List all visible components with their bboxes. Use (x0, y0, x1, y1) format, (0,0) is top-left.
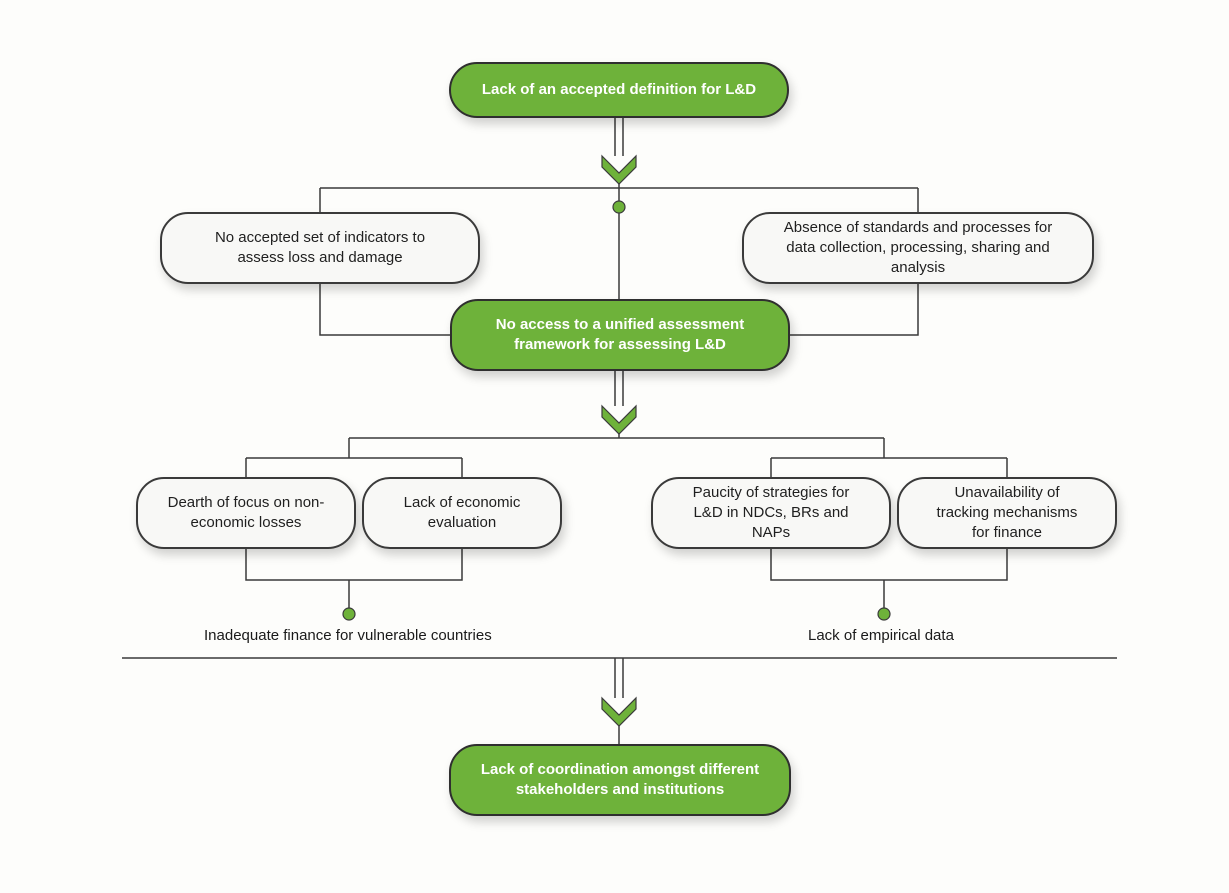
node-label: Dearth of focus on non-economic losses (166, 493, 326, 534)
node-bottom-coordination: Lack of coordination amongst different s… (449, 744, 791, 816)
node-label: Lack of economic evaluation (392, 493, 532, 534)
node-indicators: No accepted set of indicators to assess … (160, 212, 480, 284)
node-strategies-ndcs: Paucity of strategies for L&D in NDCs, B… (651, 477, 891, 549)
node-non-economic-losses: Dearth of focus on non-economic losses (136, 477, 356, 549)
node-label: Absence of standards and processes for d… (772, 218, 1064, 279)
node-label: Lack of coordination amongst different s… (479, 760, 761, 801)
node-tracking-finance: Unavailability of tracking mechanisms fo… (897, 477, 1117, 549)
node-label: No access to a unified assessment framew… (480, 315, 760, 356)
node-label: Unavailability of tracking mechanisms fo… (927, 483, 1087, 544)
node-top-definition: Lack of an accepted definition for L&D (449, 62, 789, 118)
node-standards-data: Absence of standards and processes for d… (742, 212, 1094, 284)
node-label: Paucity of strategies for L&D in NDCs, B… (681, 483, 861, 544)
flowchart-canvas: Lack of an accepted definition for L&D N… (0, 0, 1229, 893)
node-unified-framework: No access to a unified assessment framew… (450, 299, 790, 371)
node-label: No accepted set of indicators to assess … (190, 228, 450, 269)
node-economic-evaluation: Lack of economic evaluation (362, 477, 562, 549)
label-text: Inadequate finance for vulnerable countr… (204, 627, 492, 644)
label-lack-empirical-data: Lack of empirical data (808, 627, 954, 644)
label-inadequate-finance: Inadequate finance for vulnerable countr… (204, 627, 492, 644)
node-label: Lack of an accepted definition for L&D (482, 80, 756, 100)
label-text: Lack of empirical data (808, 627, 954, 644)
